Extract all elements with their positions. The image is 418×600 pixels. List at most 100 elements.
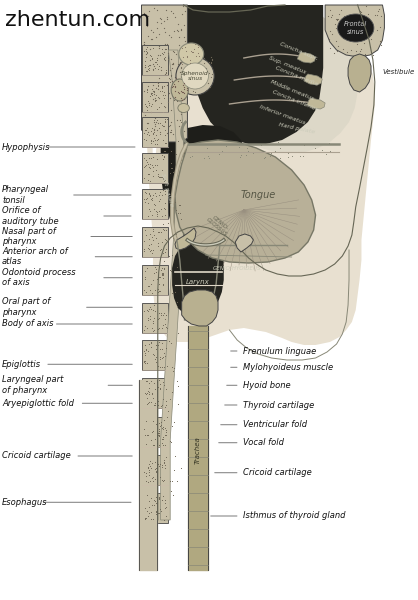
Point — [145, 32, 152, 41]
Point — [158, 495, 165, 505]
Point — [153, 352, 159, 361]
Point — [334, 14, 341, 23]
Point — [148, 153, 155, 163]
Point — [158, 417, 164, 427]
Point — [160, 226, 167, 235]
Text: Trachea: Trachea — [195, 436, 201, 464]
Point — [153, 155, 160, 164]
Point — [373, 10, 380, 19]
Point — [150, 64, 156, 73]
Point — [195, 41, 201, 50]
Point — [171, 224, 178, 234]
Point — [148, 280, 155, 289]
Point — [150, 318, 157, 328]
Point — [156, 313, 163, 323]
Point — [144, 323, 150, 333]
Point — [174, 399, 181, 409]
Point — [344, 31, 351, 40]
Point — [168, 71, 174, 80]
Point — [195, 51, 202, 61]
Point — [152, 119, 158, 129]
Point — [176, 200, 183, 209]
Point — [154, 211, 161, 221]
Point — [155, 314, 162, 323]
Point — [178, 56, 185, 66]
Point — [261, 154, 268, 163]
Point — [146, 190, 153, 199]
Point — [357, 46, 364, 56]
Point — [162, 70, 168, 79]
Point — [161, 308, 167, 318]
Point — [362, 49, 368, 59]
Point — [173, 115, 180, 124]
Point — [171, 465, 178, 475]
Point — [157, 127, 163, 137]
Point — [150, 226, 156, 236]
Point — [178, 59, 185, 69]
Point — [352, 19, 359, 28]
Point — [160, 280, 166, 290]
Point — [149, 161, 155, 170]
Point — [208, 57, 214, 67]
Point — [148, 53, 155, 62]
Point — [329, 10, 335, 20]
Point — [160, 269, 167, 278]
Point — [145, 162, 152, 172]
Point — [154, 471, 161, 481]
Point — [146, 456, 153, 466]
Point — [175, 76, 181, 85]
Point — [174, 262, 181, 272]
Point — [140, 173, 147, 183]
Point — [168, 54, 175, 64]
Point — [179, 72, 186, 82]
Point — [163, 225, 169, 235]
Point — [150, 136, 156, 146]
Bar — [142, 455, 168, 485]
Point — [166, 30, 172, 40]
Point — [157, 62, 164, 71]
Point — [151, 124, 158, 134]
Point — [146, 314, 153, 323]
Point — [178, 86, 185, 96]
Point — [277, 154, 283, 163]
Point — [153, 463, 160, 472]
Point — [157, 98, 164, 108]
Point — [190, 44, 197, 54]
Point — [164, 406, 171, 416]
Point — [206, 57, 212, 67]
Point — [158, 338, 165, 347]
Point — [155, 29, 162, 39]
Point — [162, 199, 168, 208]
Point — [177, 48, 184, 58]
Point — [156, 461, 163, 471]
Point — [151, 307, 158, 316]
Point — [178, 25, 184, 34]
Point — [176, 102, 183, 112]
Point — [144, 127, 151, 136]
Point — [148, 245, 155, 255]
Point — [142, 60, 149, 70]
Point — [144, 159, 151, 169]
Point — [341, 29, 348, 39]
Point — [158, 19, 165, 28]
Polygon shape — [348, 54, 371, 92]
Point — [178, 214, 185, 224]
Point — [151, 286, 158, 295]
Point — [201, 66, 208, 76]
Point — [142, 356, 149, 365]
Point — [149, 43, 156, 53]
Polygon shape — [297, 52, 316, 63]
Point — [160, 224, 167, 234]
Point — [158, 65, 165, 74]
Point — [208, 72, 214, 82]
Point — [162, 187, 168, 196]
Point — [143, 101, 150, 111]
Point — [155, 272, 162, 281]
Point — [145, 508, 152, 518]
Text: Cricoid cartilage: Cricoid cartilage — [2, 451, 71, 461]
Point — [156, 430, 163, 439]
Point — [148, 89, 155, 99]
Point — [156, 323, 163, 332]
Point — [158, 424, 165, 433]
Point — [153, 206, 160, 215]
